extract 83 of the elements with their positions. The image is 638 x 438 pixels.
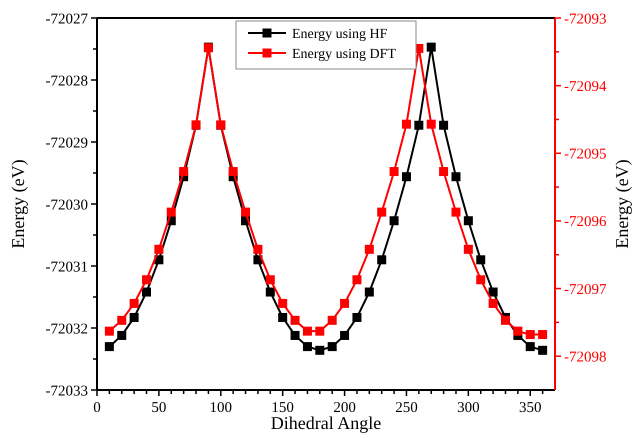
point <box>526 342 535 352</box>
point <box>390 216 399 226</box>
point <box>364 244 374 254</box>
point <box>402 172 411 182</box>
point <box>328 342 337 352</box>
point <box>526 330 535 340</box>
legend-label: Energy using HF <box>292 26 388 42</box>
point <box>278 312 288 322</box>
point <box>340 330 350 340</box>
x-tick-label: 150 <box>271 400 294 416</box>
y2-tick-label: -72095 <box>564 146 606 163</box>
point <box>142 288 152 297</box>
point <box>414 120 424 130</box>
point <box>439 120 448 130</box>
y2-tick-label: -72093 <box>564 11 606 28</box>
point <box>154 244 164 254</box>
point <box>104 326 114 336</box>
point <box>290 330 300 340</box>
point <box>130 298 139 308</box>
point <box>464 244 473 254</box>
point <box>426 120 436 129</box>
x-axis-title: Dihedral Angle <box>270 413 382 433</box>
point <box>315 326 324 336</box>
x-tick-label: 50 <box>151 400 166 416</box>
x-tick-label: 200 <box>333 400 356 416</box>
y-tick-label: -72029 <box>46 135 88 152</box>
point <box>241 208 250 217</box>
point <box>364 288 374 297</box>
point <box>500 316 510 325</box>
y-tick-label: -72027 <box>46 11 88 28</box>
point <box>340 298 350 308</box>
point <box>266 275 275 284</box>
x-tick-label: 300 <box>457 400 480 416</box>
point <box>352 312 362 322</box>
point <box>476 255 486 264</box>
x-tick-label: 100 <box>210 400 232 416</box>
point <box>117 330 126 340</box>
y2-tick-label: -72097 <box>564 282 607 298</box>
point <box>476 275 486 284</box>
y-tick-label: -72032 <box>46 321 88 338</box>
point <box>451 172 460 182</box>
point <box>464 216 473 226</box>
point <box>538 330 548 340</box>
point <box>142 275 152 284</box>
point <box>290 316 300 325</box>
point <box>390 167 399 176</box>
y-tick-label: -72031 <box>46 259 88 276</box>
point <box>315 346 324 355</box>
point <box>451 208 460 217</box>
y2-tick-label: -72096 <box>564 214 607 230</box>
point <box>377 208 386 217</box>
y2-tick-label: -72094 <box>564 78 607 95</box>
y-tick-label: -72030 <box>46 197 88 214</box>
point <box>117 316 126 325</box>
point <box>228 167 238 176</box>
y-tick-label: -72028 <box>46 73 88 90</box>
x-tick-label: 0 <box>93 400 101 416</box>
y2-tick-label: -72098 <box>564 349 606 366</box>
point <box>488 298 498 308</box>
point <box>352 275 362 284</box>
legend-label: Energy using DFT <box>292 46 396 62</box>
point <box>302 326 312 336</box>
point <box>328 316 337 325</box>
point <box>439 167 448 176</box>
point <box>402 120 411 129</box>
point <box>179 167 188 176</box>
x-tick-label: 350 <box>518 400 542 416</box>
point <box>302 342 312 352</box>
point <box>166 208 176 217</box>
point <box>278 298 288 308</box>
point <box>426 42 436 52</box>
y2-axis-title: Energy (eV) <box>612 159 632 249</box>
point <box>253 244 262 254</box>
y-axis-title: Energy (eV) <box>8 159 28 249</box>
point <box>266 288 275 297</box>
x-tick-label: 250 <box>395 400 418 416</box>
point <box>377 255 386 264</box>
point <box>538 346 548 355</box>
point <box>488 288 498 297</box>
point <box>130 312 139 322</box>
point <box>104 342 114 352</box>
point <box>513 326 522 336</box>
y-tick-label: -72033 <box>46 383 88 400</box>
